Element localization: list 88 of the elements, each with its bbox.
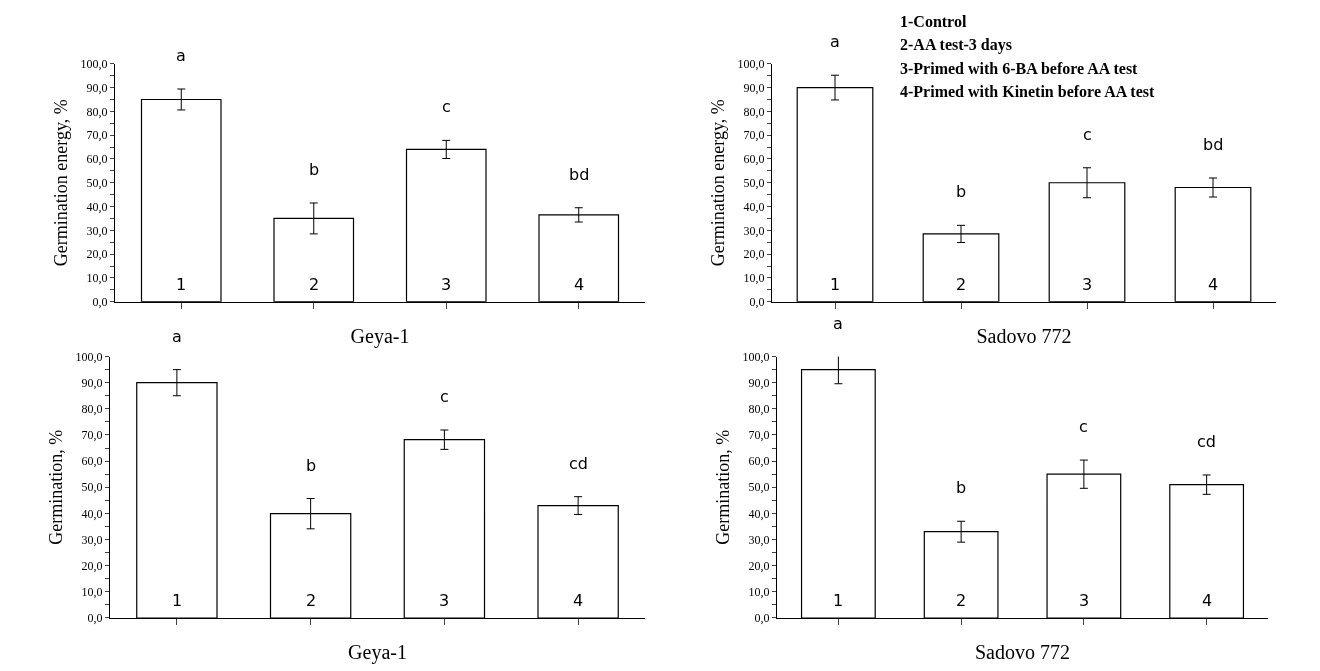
- x-tick-label: 4: [1208, 275, 1219, 294]
- y-tick-label: 20,0: [86, 247, 108, 262]
- y-tick-label: 0,0: [87, 611, 103, 626]
- y-tick-label: 100,0: [737, 56, 765, 71]
- x-tick-label: 2: [956, 275, 967, 294]
- y-tick-label: 30,0: [748, 532, 770, 547]
- x-axis-title: Geya-1: [350, 324, 410, 348]
- y-tick-label: 100,0: [742, 349, 770, 364]
- text: 1-Control: [900, 13, 967, 30]
- y-tick-label: 20,0: [81, 558, 103, 573]
- x-tick-label: 3: [441, 275, 452, 294]
- annotation: c: [440, 387, 449, 406]
- x-tick-label: 1: [833, 591, 844, 610]
- y-tick-label: 0,0: [754, 611, 770, 626]
- x-axis-title: Geya-1: [348, 640, 407, 664]
- y-tick-label: 30,0: [81, 532, 103, 547]
- annotation: bd: [1203, 135, 1224, 154]
- y-axis-title: Germination energy, %: [707, 99, 728, 267]
- x-axis-title: Sadovo 772: [976, 324, 1072, 347]
- y-tick-label: 90,0: [748, 375, 770, 390]
- y-tick-label: 60,0: [748, 454, 770, 469]
- y-tick-label: 0,0: [92, 294, 108, 309]
- x-tick-label: 3: [439, 591, 450, 610]
- y-tick-label: 10,0: [81, 585, 103, 600]
- annotation: 3-Primed with 6-BA before AA test: [900, 60, 1139, 77]
- y-tick-label: 80,0: [81, 402, 103, 417]
- y-tick-label: 40,0: [81, 506, 103, 521]
- y-tick-label: 70,0: [743, 128, 765, 143]
- y-tick-label: 20,0: [743, 247, 765, 262]
- text: a: [830, 32, 840, 51]
- annotation: b: [306, 456, 317, 475]
- y-tick-label: 60,0: [81, 454, 103, 469]
- x-tick-label: 4: [573, 591, 584, 610]
- annotation: c: [442, 97, 451, 116]
- x-tick-label: 2: [309, 275, 320, 294]
- y-tick-label: 50,0: [81, 480, 103, 495]
- annotation: b: [956, 478, 967, 497]
- y-tick-label: 80,0: [743, 104, 765, 119]
- y-tick-label: 40,0: [86, 199, 108, 214]
- y-tick-label: 30,0: [86, 223, 108, 238]
- y-tick-label: 90,0: [81, 375, 103, 390]
- annotation: b: [956, 182, 967, 201]
- y-tick-label: 60,0: [743, 152, 765, 167]
- annotation: cd: [1197, 432, 1216, 451]
- x-axis-title: Sadovo 772: [975, 640, 1070, 663]
- x-tick-label: 1: [172, 591, 183, 610]
- text: a: [833, 314, 843, 333]
- y-tick-label: 80,0: [86, 104, 108, 119]
- x-tick-label: 2: [306, 591, 317, 610]
- annotation: cd: [569, 454, 588, 473]
- y-tick-label: 90,0: [743, 80, 765, 95]
- annotation: c: [1079, 417, 1088, 436]
- y-tick-label: 70,0: [748, 428, 770, 443]
- annotation: a: [176, 46, 186, 65]
- y-tick-label: 60,0: [86, 152, 108, 167]
- y-tick-label: 70,0: [86, 128, 108, 143]
- y-tick-label: 50,0: [743, 175, 765, 190]
- annotation: bd: [569, 165, 590, 184]
- y-tick-label: 70,0: [81, 428, 103, 443]
- x-tick-label: 4: [1202, 591, 1213, 610]
- y-tick-label: 10,0: [748, 585, 770, 600]
- y-tick-label: 0,0: [749, 294, 765, 309]
- y-tick-label: 30,0: [743, 223, 765, 238]
- x-tick-label: 4: [574, 275, 585, 294]
- y-tick-label: 50,0: [748, 480, 770, 495]
- y-tick-label: 40,0: [748, 506, 770, 521]
- y-tick-label: 80,0: [748, 402, 770, 417]
- annotation: c: [1083, 125, 1092, 144]
- y-tick-label: 10,0: [743, 271, 765, 286]
- x-tick-label: 2: [956, 591, 967, 610]
- annotation: b: [309, 160, 320, 179]
- y-tick-label: 10,0: [86, 271, 108, 286]
- text: a: [172, 327, 182, 346]
- y-axis-title: Germination, %: [45, 429, 66, 545]
- y-tick-label: 90,0: [86, 80, 108, 95]
- x-tick-label: 3: [1079, 591, 1090, 610]
- y-tick-label: 100,0: [75, 349, 103, 364]
- y-tick-label: 40,0: [743, 199, 765, 214]
- x-tick-label: 1: [176, 275, 187, 294]
- y-axis-title: Germination energy, %: [50, 99, 71, 267]
- text: 2-AA test-3 days: [900, 36, 1012, 54]
- y-tick-label: 100,0: [80, 56, 108, 71]
- annotation: 4-Primed with Kinetin before AA test: [900, 83, 1156, 100]
- y-tick-label: 20,0: [748, 558, 770, 573]
- x-tick-label: 3: [1082, 275, 1093, 294]
- x-tick-label: 1: [830, 275, 841, 294]
- y-axis-title: Germination, %: [712, 429, 733, 545]
- y-tick-label: 50,0: [86, 175, 108, 190]
